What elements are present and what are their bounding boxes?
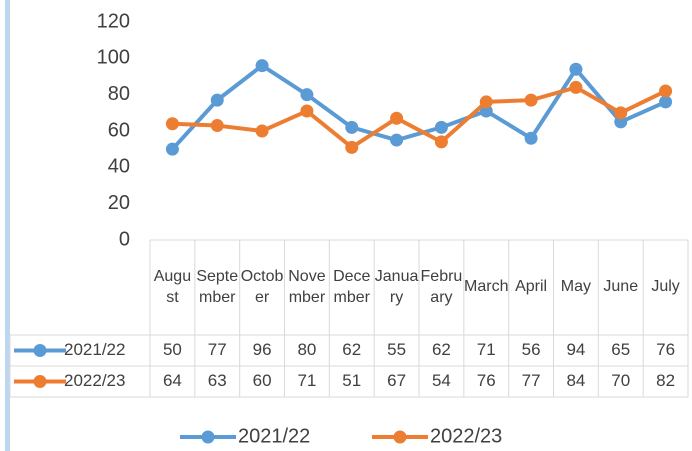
x-tick-label-box: January (374, 267, 419, 306)
x-tick-label: November (288, 267, 326, 306)
table-value: 51 (342, 371, 361, 390)
x-tick-label-box: November (288, 267, 326, 306)
marker (614, 115, 628, 129)
marker (345, 140, 359, 154)
x-tick-label-box: July (651, 278, 680, 296)
table-value: 80 (297, 340, 316, 359)
y-tick-label: 80 (108, 83, 130, 105)
x-tick-label-box: May (560, 278, 592, 296)
frame-edge (5, 0, 10, 451)
table-value: 65 (611, 340, 630, 359)
marker (390, 133, 404, 147)
table-value: 77 (522, 371, 541, 390)
x-tick-label-box: October (240, 267, 284, 306)
x-tick-label-box: March (464, 278, 509, 296)
marker (479, 104, 493, 118)
x-tick-label-box: June (603, 278, 639, 296)
marker (390, 111, 404, 125)
x-tick-label: August (153, 267, 192, 306)
y-tick-label: 100 (97, 47, 130, 69)
marker (659, 84, 673, 98)
y-tick-label: 120 (97, 10, 130, 32)
table-series-name: 2021/22 (64, 340, 125, 359)
marker (524, 131, 538, 145)
marker (165, 117, 179, 131)
table-value: 64 (163, 371, 182, 390)
x-tick-label: June (603, 278, 639, 296)
table-legend-marker (33, 344, 47, 357)
marker (300, 104, 314, 118)
table-value: 63 (208, 371, 227, 390)
table-value: 84 (566, 371, 585, 390)
y-tick-label: 60 (108, 119, 130, 141)
legend-marker (393, 430, 407, 444)
x-tick-label: July (651, 278, 680, 296)
x-tick-label-box: December (333, 267, 371, 306)
table-value: 55 (387, 340, 406, 359)
x-tick-label: January (374, 267, 419, 306)
marker (210, 93, 224, 107)
marker (165, 142, 179, 156)
x-tick-label: October (240, 267, 284, 306)
table-value: 62 (342, 340, 361, 359)
legend-label: 2021/22 (238, 425, 310, 447)
table-value: 94 (566, 340, 585, 359)
table-series-name: 2022/23 (64, 371, 125, 390)
x-tick-label-box: September (196, 267, 239, 306)
marker (434, 120, 448, 134)
marker (614, 106, 628, 120)
marker (255, 59, 269, 73)
legend-marker (201, 430, 215, 444)
x-tick-label-box: February (420, 267, 463, 306)
table-value: 76 (656, 340, 675, 359)
table-legend-marker (33, 375, 47, 388)
table-value: 50 (163, 340, 182, 359)
x-tick-label: September (196, 267, 239, 306)
marker (434, 135, 448, 149)
marker (210, 119, 224, 133)
marker (345, 120, 359, 134)
table-value: 60 (253, 371, 272, 390)
y-tick-label: 20 (108, 192, 130, 214)
marker (524, 93, 538, 107)
table-value: 56 (522, 340, 541, 359)
table-value: 70 (611, 371, 630, 390)
x-tick-label: April (515, 278, 548, 296)
table-value: 96 (253, 340, 272, 359)
table-value: 67 (387, 371, 406, 390)
x-tick-label: May (560, 278, 592, 296)
table-value: 54 (432, 371, 451, 390)
marker (569, 80, 583, 94)
series-line (170, 63, 667, 151)
y-tick-label: 40 (108, 156, 130, 178)
marker (569, 62, 583, 76)
marker (479, 95, 493, 109)
x-tick-label: December (333, 267, 371, 306)
marker (300, 88, 314, 102)
marker (659, 95, 673, 109)
table-value: 76 (477, 371, 496, 390)
table-value: 71 (477, 340, 496, 359)
x-tick-label-box: August (153, 267, 192, 306)
y-tick-label: 0 (119, 228, 130, 250)
x-tick-label: February (420, 267, 463, 306)
table-value: 77 (208, 340, 227, 359)
legend-label: 2022/23 (430, 425, 502, 447)
x-tick-label-box: April (515, 278, 548, 296)
table-value: 62 (432, 340, 451, 359)
marker (255, 124, 269, 138)
series-line (172, 85, 667, 150)
x-tick-label: March (464, 278, 509, 296)
table-value: 82 (656, 371, 675, 390)
table-value: 71 (297, 371, 316, 390)
